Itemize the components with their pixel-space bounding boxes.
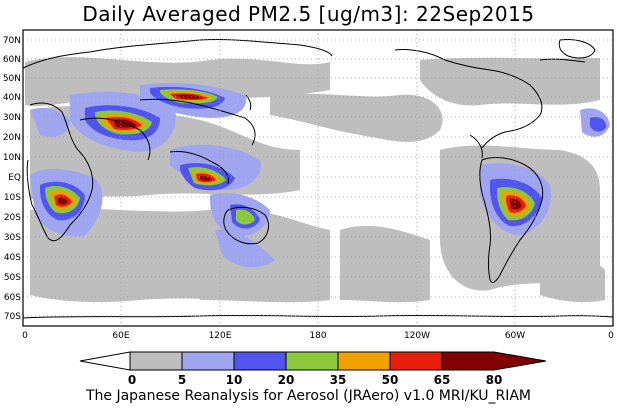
lat-label: 40N xyxy=(3,93,21,103)
lon-label: 60E xyxy=(112,331,129,341)
legend-swatch xyxy=(389,351,443,371)
latitude-labels: 70N 60N 50N 40N 30N 20N 10N EQ 10S 20S 3… xyxy=(3,36,21,322)
color-legend: 0 5 10 20 35 50 65 80 xyxy=(79,351,547,387)
lat-label: EQ xyxy=(8,173,21,183)
lat-label: 10N xyxy=(3,153,21,163)
lat-label: 30S xyxy=(4,233,21,243)
map-border xyxy=(22,29,614,327)
lon-label: 120W xyxy=(404,331,430,341)
legend-tick: 35 xyxy=(330,373,347,387)
legend-swatch xyxy=(337,351,391,371)
pm25-contours xyxy=(25,57,610,303)
footer-credit: The Japanese Reanalysis for Aerosol (JRA… xyxy=(85,388,532,404)
lat-label: 30N xyxy=(3,113,21,123)
graticule xyxy=(23,30,613,326)
lat-label: 60N xyxy=(3,55,21,65)
legend-tick: 0 xyxy=(128,373,136,387)
lat-label: 10S xyxy=(4,193,21,203)
legend-tick: 50 xyxy=(382,373,399,387)
legend-swatch xyxy=(233,351,287,371)
lat-label: 50S xyxy=(4,273,21,283)
legend-swatch xyxy=(129,351,183,371)
legend-swatch xyxy=(285,351,339,371)
legend-tick: 10 xyxy=(226,373,243,387)
lon-label: 0 xyxy=(22,331,28,341)
legend-swatch xyxy=(441,351,547,371)
lat-label: 70S xyxy=(4,312,21,322)
legend-tick: 5 xyxy=(178,373,186,387)
legend-tick: 80 xyxy=(486,373,503,387)
lat-label: 20S xyxy=(4,213,21,223)
lat-label: 20N xyxy=(3,133,21,143)
legend-tick: 20 xyxy=(278,373,295,387)
lon-label: 0 xyxy=(608,331,614,341)
lat-label: 70N xyxy=(3,36,21,46)
map-plot-area xyxy=(22,29,614,327)
legend-swatch xyxy=(79,351,131,371)
lat-label: 40S xyxy=(4,253,21,263)
lon-label: 60W xyxy=(505,331,525,341)
coastlines xyxy=(22,38,614,319)
lon-label: 180 xyxy=(309,331,326,341)
lat-label: 60S xyxy=(4,293,21,303)
longitude-labels: 0 60E 120E 180 120W 60W 0 xyxy=(22,331,614,341)
lat-label: 50N xyxy=(3,74,21,84)
map-title: Daily Averaged PM2.5 [ug/m3]: 22Sep2015 xyxy=(82,2,535,26)
legend-swatch xyxy=(181,351,235,371)
lon-label: 120E xyxy=(209,331,232,341)
legend-tick: 65 xyxy=(434,373,451,387)
